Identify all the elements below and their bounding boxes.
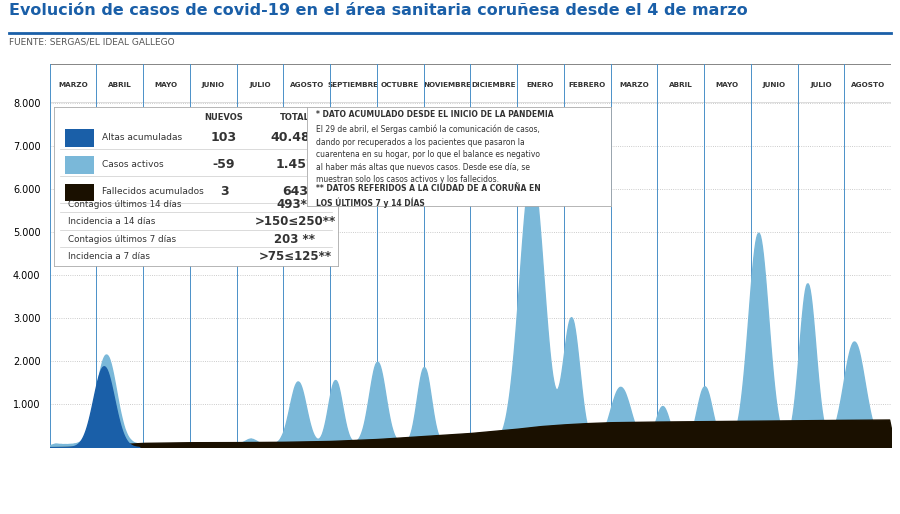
Text: NOVIEMBRE: NOVIEMBRE	[423, 82, 471, 88]
Text: FUENTE: SERGAS/EL IDEAL GALLEGO: FUENTE: SERGAS/EL IDEAL GALLEGO	[9, 37, 175, 46]
Text: SEPTIEMBRE: SEPTIEMBRE	[328, 82, 379, 88]
Bar	[66, 183, 94, 201]
Text: TOTAL: TOTAL	[280, 114, 310, 122]
Text: FEBRERO: FEBRERO	[569, 82, 606, 88]
Text: ** DATOS REFERIDOS A LA CIUDAD DE A CORUÑA EN
LOS ÚLTIMOS 7 y 14 DÍAS: ** DATOS REFERIDOS A LA CIUDAD DE A CORU…	[316, 185, 541, 208]
Text: AGOSTO: AGOSTO	[290, 82, 324, 88]
Text: MAYO: MAYO	[716, 82, 739, 88]
Text: 3: 3	[220, 185, 229, 198]
Text: MARZO: MARZO	[619, 82, 649, 88]
Text: Contagios últimos 14 días: Contagios últimos 14 días	[68, 200, 182, 209]
Text: OCTUBRE: OCTUBRE	[381, 82, 419, 88]
Text: 493**: 493**	[276, 198, 313, 211]
Text: AGOSTO: AGOSTO	[850, 82, 885, 88]
Text: Casos activos: Casos activos	[103, 160, 164, 169]
Text: 40.483: 40.483	[271, 131, 320, 144]
Text: Incidencia a 14 días: Incidencia a 14 días	[68, 217, 156, 226]
Text: Evolución de casos de covid-19 en el área sanitaria coruñesa desde el 4 de marzo: Evolución de casos de covid-19 en el áre…	[9, 3, 748, 17]
Text: Fallecidos acumulados: Fallecidos acumulados	[103, 187, 204, 196]
Text: JULIO: JULIO	[249, 82, 271, 88]
Text: El 29 de abril, el Sergas cambió la comunicación de casos,
dando por recuperados: El 29 de abril, el Sergas cambió la comu…	[316, 125, 540, 185]
Text: * DATO ACUMULADO DESDE EL INICIO DE LA PANDEMIA: * DATO ACUMULADO DESDE EL INICIO DE LA P…	[316, 110, 554, 119]
Text: >150≤250**: >150≤250**	[255, 215, 336, 228]
Text: MAYO: MAYO	[155, 82, 178, 88]
Text: >75≤125**: >75≤125**	[258, 250, 331, 263]
Text: ENERO: ENERO	[526, 82, 554, 88]
Text: 103: 103	[211, 131, 238, 144]
Text: 643: 643	[282, 185, 308, 198]
Text: 1.457: 1.457	[275, 158, 315, 171]
Text: -59: -59	[212, 158, 236, 171]
Text: Altas acumuladas: Altas acumuladas	[103, 133, 183, 142]
Text: JUNIO: JUNIO	[762, 82, 786, 88]
Bar	[66, 130, 94, 147]
Text: DICIEMBRE: DICIEMBRE	[472, 82, 516, 88]
Text: Incidencia a 7 días: Incidencia a 7 días	[68, 252, 150, 261]
Text: MARZO: MARZO	[58, 82, 88, 88]
Text: Contagios últimos 7 días: Contagios últimos 7 días	[68, 235, 176, 244]
Text: 203 **: 203 **	[274, 233, 316, 246]
Text: ABRIL: ABRIL	[108, 82, 131, 88]
Text: JUNIO: JUNIO	[202, 82, 225, 88]
Text: NUEVOS: NUEVOS	[204, 114, 244, 122]
Bar	[66, 156, 94, 174]
Text: ABRIL: ABRIL	[669, 82, 692, 88]
Text: JULIO: JULIO	[810, 82, 832, 88]
